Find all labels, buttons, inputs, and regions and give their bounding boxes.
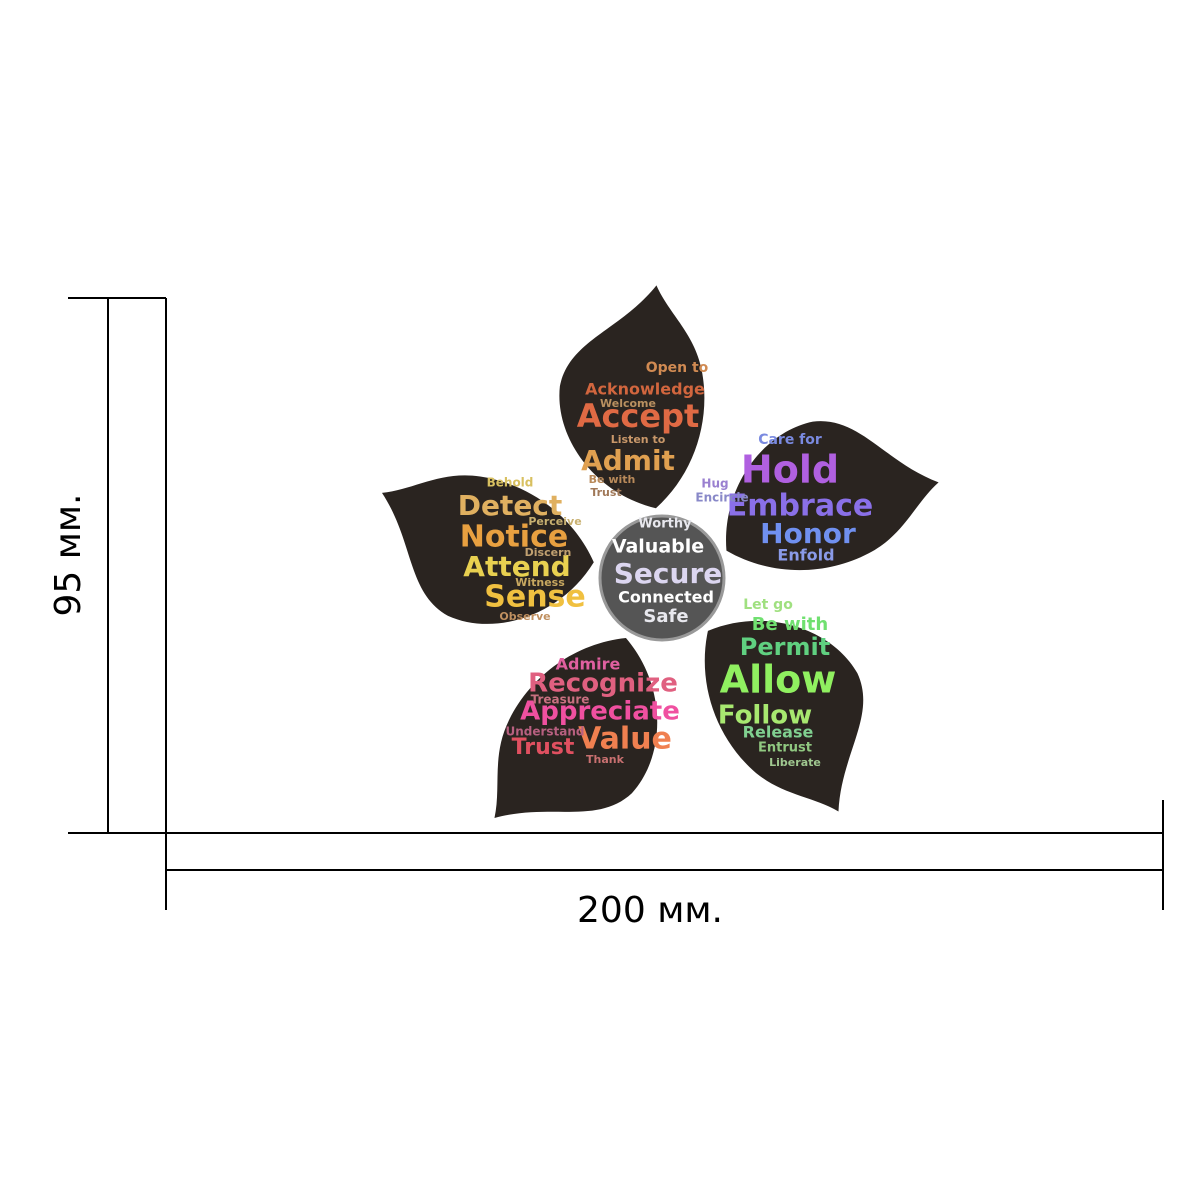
petal-word: Admire xyxy=(556,655,621,674)
height-label: 95 мм. xyxy=(48,493,89,616)
petal-word: Listen to xyxy=(611,433,666,446)
center-disc xyxy=(598,514,726,642)
petal xyxy=(704,620,864,812)
petal xyxy=(494,638,658,818)
petal-word: Appreciate xyxy=(520,697,680,727)
petal-word: Acknowledge xyxy=(585,380,705,399)
petal-word: Observe xyxy=(499,610,550,623)
petal xyxy=(381,475,594,624)
center-word: Worthy xyxy=(638,517,692,532)
petal-word: Sense xyxy=(484,580,586,615)
petal-word: Discern xyxy=(525,546,572,559)
petal-word: Value xyxy=(578,722,672,757)
petal-word: Permit xyxy=(740,633,830,661)
center-word: Secure xyxy=(614,557,723,590)
petal-word: Trust xyxy=(512,735,575,760)
petal-word: Hold xyxy=(741,448,839,492)
petal-word: Encircle xyxy=(695,491,748,505)
petal-word: Be with xyxy=(752,614,828,635)
petal-word: Enfold xyxy=(777,546,834,565)
width-label: 200 мм. xyxy=(577,890,723,931)
petal-word: Perceive xyxy=(528,515,581,528)
petal-word: Notice xyxy=(460,520,568,555)
petal-word: Open to xyxy=(646,360,709,376)
dimension-lines xyxy=(68,297,1164,910)
petal-word: Trust xyxy=(590,486,621,499)
petal-word: Honor xyxy=(760,517,856,550)
petal xyxy=(559,285,705,509)
petal-word: Understand xyxy=(505,725,584,739)
petal-word: Thank xyxy=(586,753,625,766)
petal-word: Detect xyxy=(458,489,563,522)
center-word: Safe xyxy=(643,606,688,627)
petal-word: Recognize xyxy=(528,669,678,699)
petal-word: Accept xyxy=(577,397,700,435)
petal-word: Treasure xyxy=(531,693,590,707)
petal-word: Follow xyxy=(718,701,812,731)
petal-word: Admit xyxy=(581,444,675,477)
petal-word: Entrust xyxy=(758,741,812,756)
petal xyxy=(726,421,939,571)
petal-word: Attend xyxy=(463,550,570,583)
petal-word: Witness xyxy=(515,576,565,589)
petal-word: Care for xyxy=(758,432,822,448)
petal-word: Allow xyxy=(720,658,837,702)
petal-word: Embrace xyxy=(727,489,873,524)
petal-word: Hug xyxy=(701,477,728,491)
center-word: Connected xyxy=(618,588,714,607)
petal-word: Let go xyxy=(743,597,793,613)
petal-word: Release xyxy=(743,723,814,742)
petal-word: Behold xyxy=(487,476,534,490)
petal-word: Be with xyxy=(589,473,636,486)
petal-word: Liberate xyxy=(769,756,821,769)
petal-word: Welcome xyxy=(600,397,656,410)
center-word: Valuable xyxy=(612,536,704,558)
